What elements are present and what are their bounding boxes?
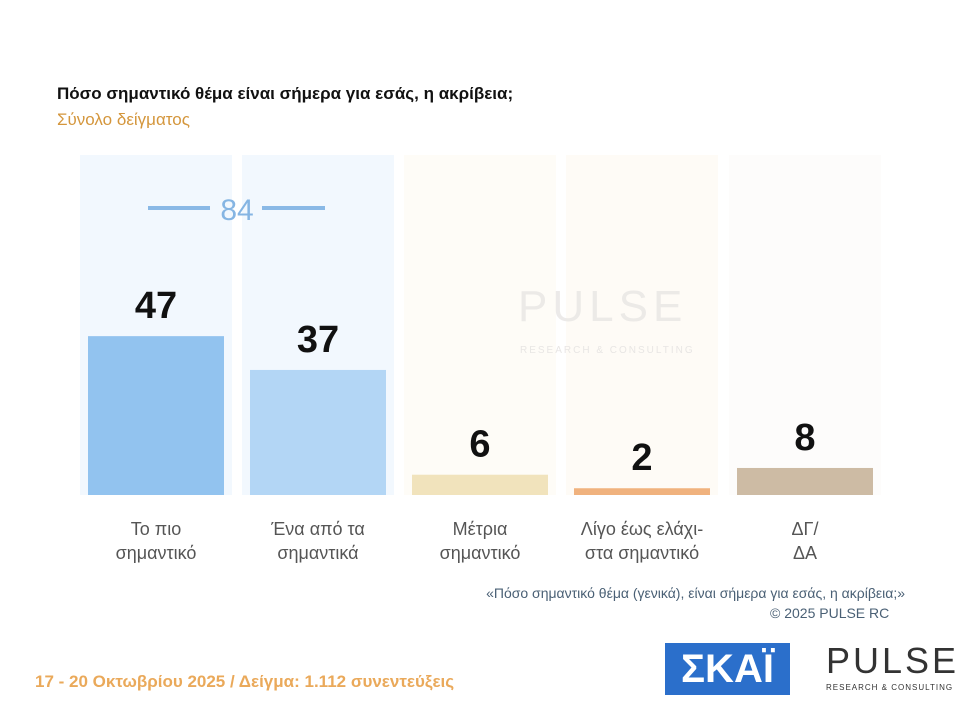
value-label: 47	[135, 285, 177, 327]
title: Πόσο σημαντικό θέμα είναι σήμερα για εσά…	[57, 84, 514, 103]
bar	[412, 474, 548, 495]
watermark: PULSE	[518, 282, 688, 331]
pulse-logo-sub: RESEARCH & CONSULTING	[826, 683, 954, 692]
subtitle: Σύνολο δείγματος	[57, 110, 190, 129]
value-label: 37	[297, 319, 339, 361]
bar	[250, 369, 386, 495]
category-label: Λίγο έως ελάχι- στα σημαντικό	[580, 519, 704, 563]
bar	[574, 488, 710, 495]
column-background	[566, 155, 718, 495]
skai-logo: ΣΚΑΪ	[665, 643, 790, 695]
category-label: Ένα από τα σημαντικά	[271, 519, 365, 563]
value-label: 2	[631, 437, 652, 479]
category-label: Μέτρια σημαντικό	[439, 519, 521, 563]
category-label: ΔΓ/ ΔΑ	[791, 519, 819, 563]
column-background	[729, 155, 881, 495]
value-label: 6	[469, 424, 490, 466]
copyright: © 2025 PULSE RC	[770, 605, 890, 621]
bracket-label: 84	[220, 194, 253, 227]
category-label: Το πιο σημαντικό	[115, 519, 197, 563]
footnote: «Πόσο σημαντικό θέμα (γενικά), είναι σήμ…	[486, 585, 905, 601]
footer: 17 - 20 Οκτωβρίου 2025 / Δείγμα: 1.112 σ…	[35, 672, 455, 691]
watermark-sub: RESEARCH & CONSULTING	[520, 345, 695, 356]
pulse-logo: PULSE	[826, 640, 960, 681]
column-background	[404, 155, 556, 495]
bar	[88, 336, 224, 495]
value-label: 8	[794, 417, 815, 459]
bar	[737, 467, 873, 495]
